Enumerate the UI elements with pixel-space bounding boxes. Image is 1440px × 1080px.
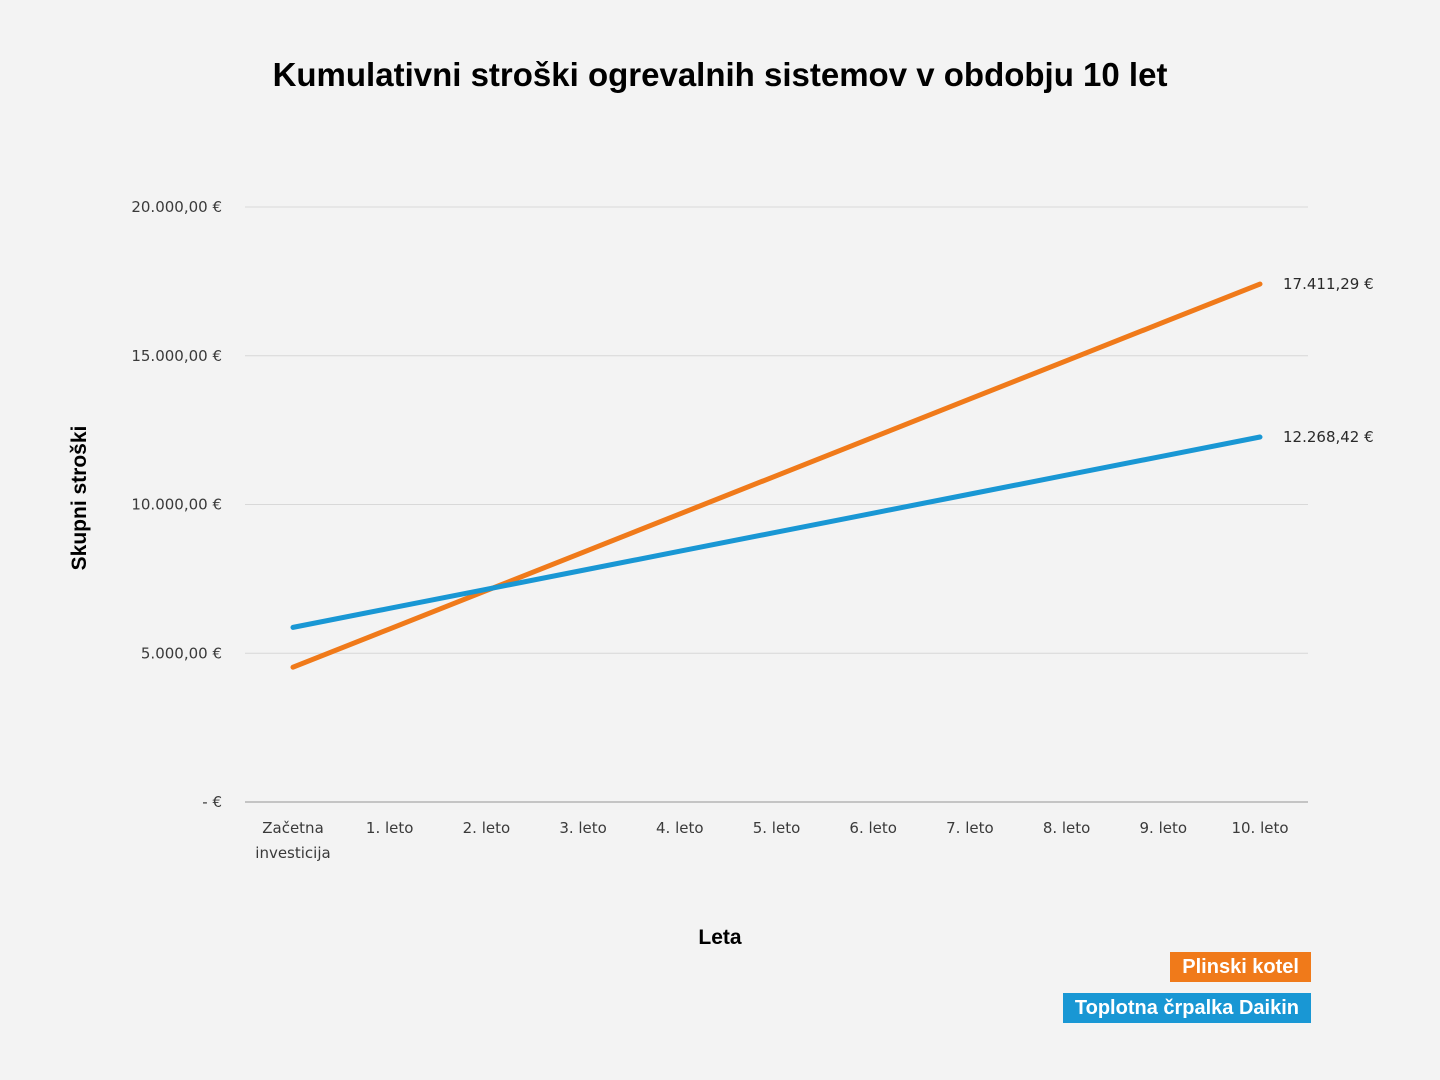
x-tick-label: 8. leto	[1043, 819, 1091, 837]
y-tick-label: 5.000,00 €	[141, 644, 222, 662]
legend-item-toplotna-crpalka: Toplotna črpalka Daikin	[1062, 993, 1311, 1023]
y-tick-label: 15.000,00 €	[131, 347, 222, 365]
x-axis-label: Leta	[698, 926, 742, 949]
x-tick-label: Začetna investicija	[255, 819, 330, 862]
x-tick-label: 3. leto	[559, 819, 607, 837]
legend: Plinski kotel Toplotna črpalka Daikin	[1062, 952, 1311, 1023]
series-line-plinski-kotel	[290, 281, 1263, 670]
x-tick-label: 10. leto	[1231, 819, 1288, 837]
x-tick-label: 1. leto	[366, 819, 414, 837]
data-label-end: 17.411,29 €	[1283, 275, 1374, 293]
series-line-toplotna-crpalka	[290, 434, 1263, 630]
y-tick-label: 20.000,00 €	[131, 198, 222, 216]
x-axis-ticks: Začetna investicija 1. leto 2. leto 3. leto 4…	[255, 819, 1288, 862]
x-tick-label: 2. leto	[463, 819, 511, 837]
x-tick-label: 6. leto	[849, 819, 897, 837]
chart-title: Kumulativni stroški ogrevalnih sistemov …	[272, 56, 1168, 93]
y-axis-ticks: - € 5.000,00 € 10.000,00 € 15.000,00 € 20.00…	[131, 198, 222, 811]
y-tick-label: - €	[202, 793, 222, 811]
y-tick-label: 10.000,00 €	[131, 496, 222, 514]
gridlines	[245, 206, 1308, 803]
data-label-end: 12.268,42 €	[1283, 428, 1374, 446]
x-tick-label: 9. leto	[1140, 819, 1188, 837]
x-tick-label: 5. leto	[753, 819, 801, 837]
legend-item-plinski-kotel: Plinski kotel	[1170, 952, 1311, 982]
x-tick-label: 7. leto	[946, 819, 994, 837]
series-end-labels: 17.411,29 € 12.268,42 €	[1283, 275, 1374, 446]
series-lines	[290, 281, 1263, 670]
x-tick-label: 4. leto	[656, 819, 704, 837]
